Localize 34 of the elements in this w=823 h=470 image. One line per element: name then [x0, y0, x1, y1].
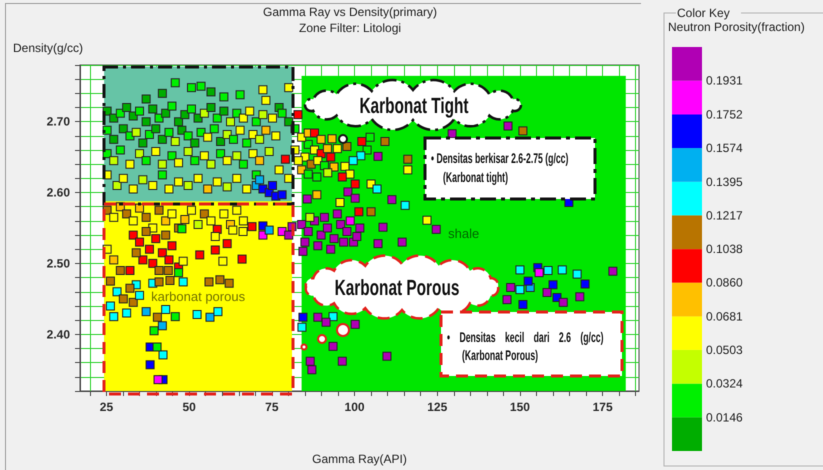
color-bar-label: 0.1752	[706, 107, 744, 122]
chart-title: Gamma Ray vs Density(primary)	[262, 5, 438, 19]
y-tick-label: 2.40	[46, 327, 70, 342]
x-tick-label: 25	[100, 400, 114, 414]
color-bar-label: 0.1395	[706, 174, 744, 189]
color-bar-label: 0.0681	[706, 309, 744, 324]
series-label: karbonat porous	[151, 288, 246, 304]
y-tick-label: 2.50	[46, 256, 70, 270]
x-tick-label: 125	[427, 400, 448, 414]
y-axis-title: Density(g/cc)	[13, 41, 84, 55]
color-bar-label: 0.0860	[706, 276, 744, 290]
color-bar-title: Neutron Porosity(fraction)	[668, 20, 805, 34]
color-bar-label: 0.1931	[706, 74, 744, 88]
x-tick-label: 150	[510, 400, 530, 414]
text: Color Key	[677, 6, 730, 20]
color-bar-label: 0.0503	[706, 342, 744, 357]
annotation: Karbonat Porous	[334, 276, 460, 301]
x-tick-label: 75	[265, 400, 279, 414]
annotation: Karbonat Tight	[359, 94, 470, 119]
color-bar-label: 0.1038	[706, 242, 744, 256]
y-tick-label: 2.70	[46, 114, 70, 129]
x-tick-label: 50	[182, 400, 196, 414]
color-bar-label: 0.0146	[706, 410, 744, 424]
annotation: • Densitas berkisar 2.6-2.75 (g/cc) (Karbonat tight)	[431, 150, 568, 186]
color-bar-label: 0.0324	[706, 376, 744, 391]
annotation: • Densitas kecil dari 2.6 (g/cc) (Karbonat Porous)	[447, 330, 604, 364]
x-tick-label: 175	[592, 400, 613, 414]
color-bar-label: 0.1217	[706, 208, 744, 222]
chart-subtitle: Zone Filter: Litologi	[298, 21, 402, 35]
y-tick-label: 2.60	[46, 186, 70, 200]
x-axis-title: Gamma Ray(API)	[312, 452, 407, 466]
color-bar-label: 0.1574	[706, 141, 744, 156]
series-label: shale	[448, 226, 480, 242]
x-tick-label: 100	[344, 400, 365, 414]
